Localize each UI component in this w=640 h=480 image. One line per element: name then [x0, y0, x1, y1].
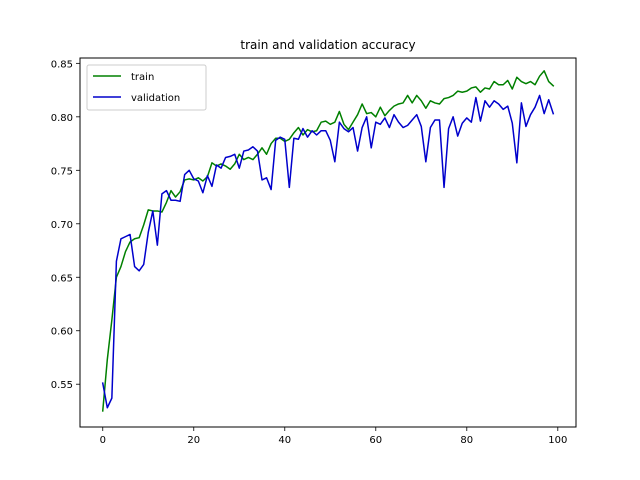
y-tick-label: 0.70: [51, 220, 73, 231]
x-tick-label: 40: [278, 435, 291, 446]
y-tick-label: 0.75: [51, 166, 73, 177]
y-tick-label: 0.85: [51, 59, 73, 70]
y-tick-label: 0.80: [51, 113, 73, 124]
x-tick-label: 20: [187, 435, 200, 446]
x-tick-label: 100: [548, 435, 567, 446]
legend-label-validation: validation: [131, 93, 180, 104]
x-tick-label: 80: [460, 435, 473, 446]
y-tick-label: 0.55: [51, 380, 73, 391]
y-tick-label: 0.65: [51, 273, 73, 284]
legend: train validation: [86, 64, 207, 111]
x-tick-label: 60: [369, 435, 382, 446]
plot-lines: [101, 70, 555, 412]
x-axis: 0 20 40 60 80 100: [100, 427, 567, 446]
y-tick-label: 0.60: [51, 327, 73, 338]
chart-title: train and validation accuracy: [240, 38, 415, 52]
y-axis: 0.55 0.60 0.65 0.70 0.75 0.80 0.85: [51, 59, 80, 391]
series-line-train: [101, 70, 555, 412]
x-tick-label: 0: [100, 435, 106, 446]
legend-label-train: train: [131, 72, 154, 83]
axes-frame: [79, 57, 577, 428]
series-line-validation: [101, 94, 555, 409]
